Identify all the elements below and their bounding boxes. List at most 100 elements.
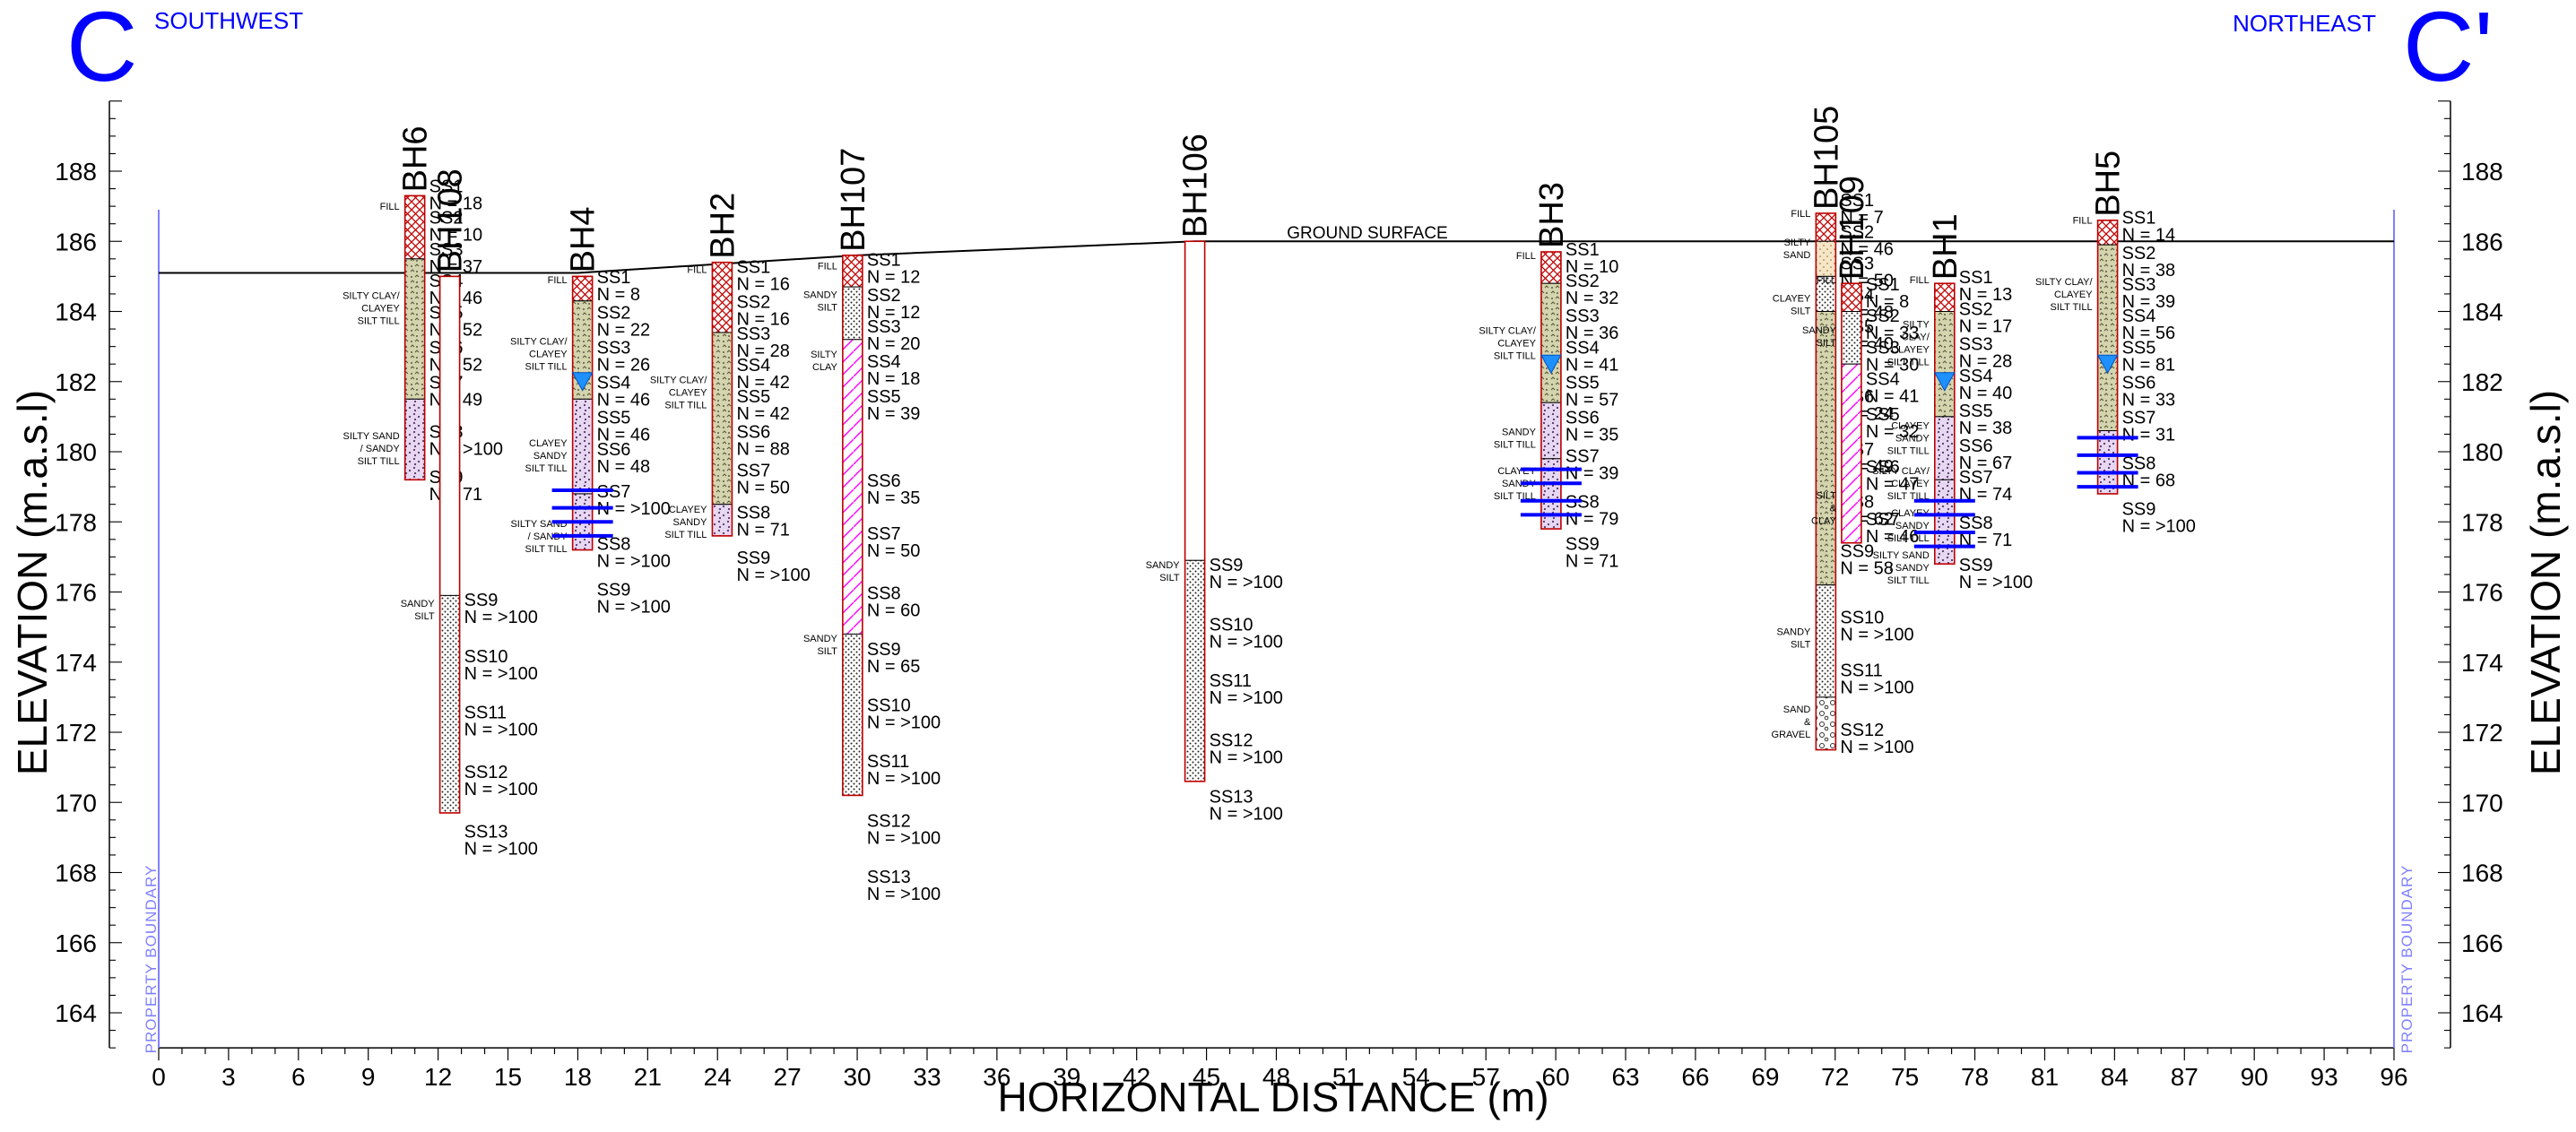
y-tick-label-right: 182 [2461,368,2503,396]
sample-n-value: N = 81 [2122,355,2175,375]
soil-layer-gravel [1815,696,1836,751]
sample-n-value: N = 36 [1566,324,1618,343]
sample-n-value: N = 60 [867,601,920,620]
borehole-id: BH3 [1533,182,1571,248]
sample-name: SS4 [736,356,770,376]
soil-label: SILT TILL [1494,439,1536,450]
section-start-letter: C [66,0,137,102]
section-end-letter: C' [2403,0,2493,102]
x-tick-label: 15 [494,1063,522,1091]
sample-name: SS3 [597,338,631,358]
x-tick-label: 69 [1751,1063,1779,1091]
sample-name: SS4 [1566,338,1600,358]
sample-n-value: N = >100 [867,829,941,849]
sample-n-value: N = 41 [1866,387,1919,407]
sample-n-value: N = 7 [1840,208,1883,228]
sample-n-value: N = 32 [1566,289,1618,308]
sample-n-value: N = >100 [597,597,671,617]
sample-name: SS1 [1840,191,1874,211]
sample-n-value: N = 8 [1866,292,1909,312]
y-tick-label-left: 172 [55,719,97,747]
y-tick-label-left: 180 [55,438,97,466]
soil-label: GRAVEL [1772,730,1811,740]
soil-label: SILT TILL [1887,533,1930,544]
soil-label: SAND [1783,250,1811,261]
soil-label: SILT [1159,573,1180,583]
soil-label: CLAYEY [1891,479,1930,489]
sample-name: SS4 [2122,307,2156,326]
sample-name: SS6 [1566,409,1600,428]
sample-n-value: N = >100 [597,499,671,519]
sample-name: SS2 [1866,307,1900,326]
borehole-outline [1184,240,1206,782]
soil-label: SILT TILL [525,544,568,555]
x-tick-label: 78 [1961,1063,1989,1091]
sample-n-value: N = 42 [736,373,789,393]
y-tick-label-left: 168 [55,860,97,887]
sample-n-value: N = 46 [597,426,650,445]
section-end-direction: NORTHEAST [2233,10,2376,37]
sample-name: SS9 [1566,535,1600,555]
sample-n-value: N = 16 [736,310,789,330]
soil-layer-fill [2097,220,2119,246]
soil-label: CLAYEY [669,387,707,398]
x-tick-label: 42 [1123,1063,1150,1091]
sample-n-value: N = 18 [429,194,482,213]
borehole-outline [1815,212,1837,751]
sample-n-value: N = 46 [1866,527,1919,547]
sample-name: SS2 [736,293,770,313]
sample-n-value: N = 38 [2122,261,2175,281]
y-tick-label-right: 164 [2461,999,2503,1027]
y-tick-label-right: 176 [2461,579,2503,607]
soil-layer-sandtill [572,398,594,495]
sample-n-value: N = >100 [867,769,941,789]
soil-label: CLAYEY [1773,294,1811,305]
soil-label: SILT [1791,307,1811,317]
sample-name: SS8 [597,535,631,555]
sample-name: SS11 [464,703,507,722]
sample-name: SS3 [1959,335,1993,355]
x-tick-label: 9 [361,1063,376,1091]
soil-label: FILL [1910,275,1930,286]
sample-name: SS10 [1840,609,1884,628]
soil-label: SILT [1817,338,1837,349]
sample-n-value: N = 50 [867,541,920,561]
y-tick-label-right: 188 [2461,158,2503,186]
sample-name: SS4 [597,374,631,393]
soil-label: SILT TILL [525,463,568,474]
soil-label: SILTY CLAY/ [2035,277,2094,288]
sample-name: SS6 [867,471,901,491]
soil-label: SILT TILL [1887,575,1930,586]
sample-n-value: N = >100 [1210,804,1283,824]
soil-label: SANDY [1146,560,1181,571]
sample-name: SS7 [1566,447,1600,467]
soil-layer-till [711,332,733,506]
sample-name: SS2 [1840,222,1874,242]
sample-name: SS5 [736,387,770,407]
sample-n-value: N = 88 [736,439,789,459]
soil-label: CLAYEY [1891,345,1930,356]
sample-name: SS2 [1959,299,1993,319]
soil-label: SILT TILL [664,400,707,410]
soil-label: CLAYEY [1891,420,1930,431]
soil-label: / SANDY [1890,563,1930,574]
sample-name: SS8 [867,583,901,603]
soil-label: FILL [548,275,568,286]
soil-label: FILL [2073,216,2093,227]
x-tick-label: 24 [704,1063,732,1091]
soil-layer-silt [842,286,863,341]
borehole-outline [438,275,461,814]
sample-n-value: N = 46 [597,391,650,410]
soil-label: SANDY [533,451,568,462]
sample-n-value: N = 30 [1866,355,1919,375]
sample-n-value: N = >100 [1210,573,1283,592]
sample-name: SS6 [1866,457,1900,477]
sample-n-value: N = 38 [1959,419,2012,438]
y-tick-label-left: 188 [55,158,97,186]
sample-name: SS1 [1959,268,1993,288]
